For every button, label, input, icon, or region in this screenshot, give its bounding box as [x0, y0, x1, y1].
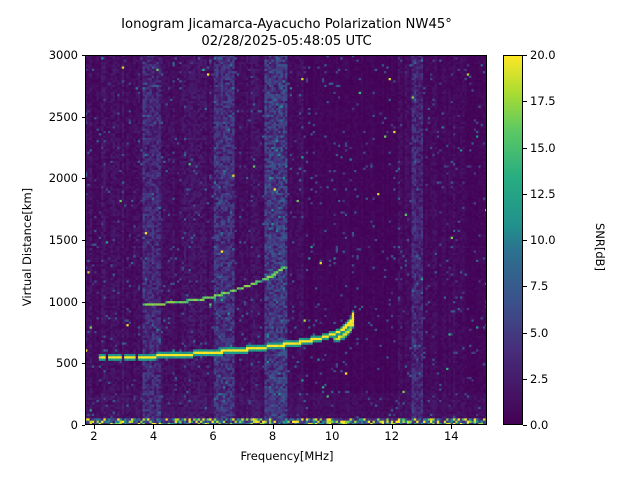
x-tick-mark [93, 425, 95, 429]
colorbar-tick-label: 0.0 [530, 418, 549, 432]
y-tick-mark [81, 425, 85, 426]
ionogram-heatmap [85, 55, 487, 425]
colorbar-tick-label: 10.0 [530, 233, 556, 247]
x-tick-mark [332, 425, 334, 429]
y-tick-mark [81, 116, 85, 118]
x-tick-mark [391, 425, 393, 429]
y-tick-label: 2000 [48, 171, 78, 186]
colorbar-tick-mark [523, 286, 527, 288]
page-title: Ionogram Jicamarca-Ayacucho Polarization… [121, 17, 452, 49]
colorbar-tick-mark [523, 425, 527, 426]
x-tick-label: 12 [384, 429, 400, 443]
y-tick-mark [81, 55, 85, 56]
x-axis-label: Frequency[MHz] [240, 449, 334, 463]
x-tick-mark [153, 425, 155, 429]
x-tick-mark [213, 425, 215, 429]
colorbar-tick-mark [523, 101, 527, 103]
x-tick-mark [272, 425, 274, 429]
colorbar [503, 55, 523, 425]
colorbar-tick-label: 20.0 [530, 48, 556, 62]
y-tick-label: 0 [70, 418, 78, 432]
y-tick-mark [81, 240, 85, 241]
x-tick-label: 8 [268, 429, 277, 443]
plot-area[interactable] [85, 55, 487, 425]
colorbar-tick-mark [523, 193, 527, 195]
colorbar-tick-label: 12.5 [530, 186, 556, 201]
colorbar-tick-mark [523, 332, 527, 334]
colorbar-tick-mark [523, 378, 527, 380]
colorbar-tick-mark [523, 240, 527, 241]
x-tick-label: 10 [324, 429, 340, 443]
x-tick-label: 6 [209, 429, 217, 443]
y-tick-mark [81, 301, 85, 303]
y-tick-label: 1500 [48, 233, 78, 247]
y-tick-mark [81, 178, 85, 180]
y-tick-label: 2500 [48, 109, 78, 124]
colorbar-tick-mark [523, 147, 527, 149]
y-tick-mark [81, 363, 85, 365]
x-tick-mark [451, 425, 453, 429]
y-tick-label: 1000 [48, 294, 78, 309]
colorbar-tick-label: 2.5 [530, 371, 549, 386]
colorbar-tick-label: 15.0 [530, 140, 556, 155]
x-tick-label: 2 [90, 429, 98, 443]
y-tick-label: 500 [56, 356, 78, 371]
x-tick-label: 4 [149, 429, 158, 443]
colorbar-tick-label: 17.5 [530, 94, 556, 109]
colorbar-tick-mark [523, 55, 527, 56]
colorbar-tick-label: 5.0 [530, 325, 549, 340]
colorbar-tick-label: 7.5 [530, 279, 549, 294]
y-tick-label: 3000 [48, 48, 78, 62]
x-tick-label: 14 [443, 429, 459, 443]
